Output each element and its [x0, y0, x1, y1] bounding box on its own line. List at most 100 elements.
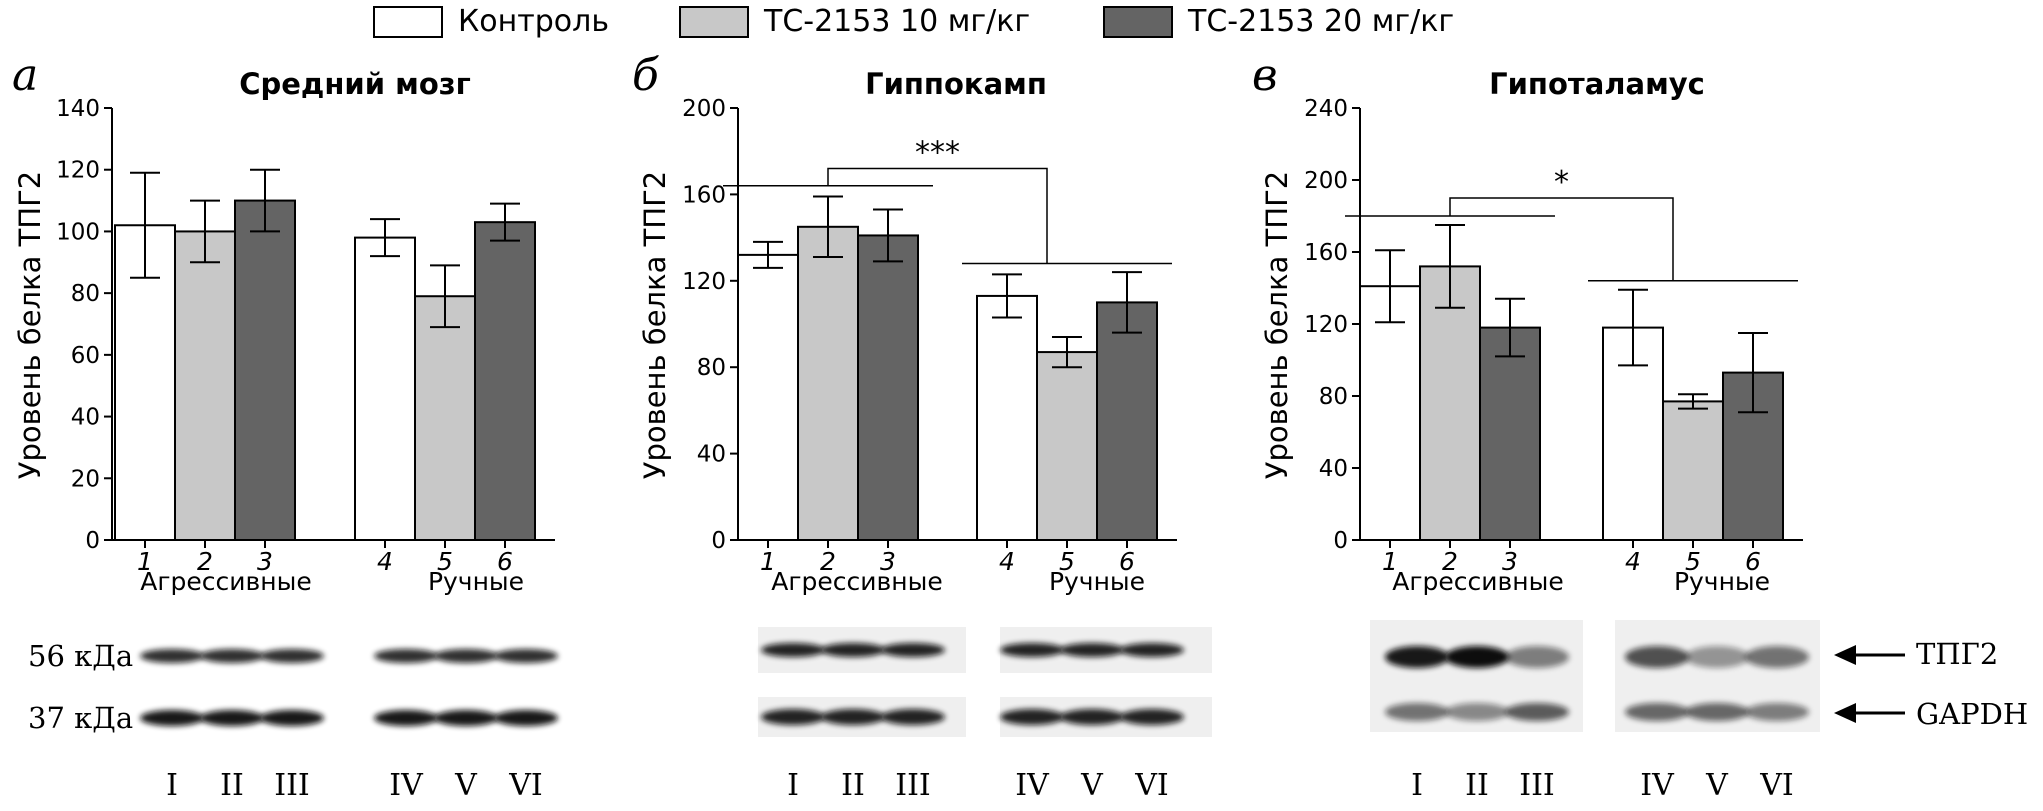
blot-label-tpg2: ТПГ2 [1916, 637, 1998, 671]
blot-band [1445, 646, 1509, 668]
blot-band [821, 643, 885, 657]
bar [1359, 285, 1421, 542]
x-tick-label: 3 [257, 547, 273, 576]
bar [1036, 351, 1098, 541]
blot-band [434, 710, 498, 726]
group-label-tame: Ручные [1049, 567, 1145, 596]
y-tick-label: 0 [1333, 528, 1348, 554]
blot-band [1685, 703, 1749, 721]
blot-label-gapdh: GAPDH [1916, 697, 2028, 731]
blot-band [374, 649, 438, 663]
group-label-aggressive: Агрессивные [140, 567, 311, 596]
y-axis-label: Уровень белка ТПГ2 [638, 171, 672, 479]
significance-bracket [1449, 197, 1674, 281]
x-tick-label: 2 [197, 547, 213, 576]
y-tick-label: 160 [682, 182, 726, 208]
blot-band [1120, 709, 1184, 725]
western-blots [140, 620, 1820, 737]
y-tick-label: 40 [71, 405, 100, 431]
blot-band [821, 709, 885, 725]
y-tick-label: 120 [1304, 312, 1348, 338]
y-tick-label: 80 [71, 281, 100, 307]
chart-title: Гиппокамп [865, 67, 1047, 101]
panel-letter: б [632, 50, 659, 101]
bar [1479, 326, 1541, 541]
bar [354, 236, 416, 541]
x-tick-label: 2 [1442, 547, 1458, 576]
y-tick-label: 40 [697, 442, 726, 468]
lane-label: V [1705, 768, 1729, 803]
blot-band [1000, 643, 1064, 657]
lane-labels: I II III IV V VI I II III IV V VI I II III IV V VI [166, 768, 1794, 803]
lane-label: III [1519, 768, 1555, 803]
group-label-tame: Ручные [428, 567, 524, 596]
group-label-tame: Ручные [1674, 567, 1770, 596]
legend: Контроль ТС-2153 10 мг/кг ТС-2153 20 мг/… [373, 4, 1454, 39]
y-axis-label: Уровень белка ТПГ2 [13, 171, 47, 479]
lane-label: II [1465, 768, 1489, 803]
y-tick-label: 120 [682, 269, 726, 295]
bar [797, 225, 859, 542]
significance-bracket [827, 167, 1048, 264]
y-tick-label: 200 [682, 96, 726, 122]
lane-label: IV [1640, 768, 1675, 803]
x-tick-label: 2 [820, 547, 836, 576]
blot-band [1445, 703, 1509, 721]
lane-label: IV [1015, 768, 1050, 803]
blot-band [1625, 703, 1689, 721]
lane-label: V [454, 768, 478, 803]
y-tick-label: 240 [1304, 96, 1348, 122]
panel-c: в Гипоталамус Уровень белка ТПГ2 0408012… [1252, 50, 1803, 596]
x-tick-label: 4 [377, 547, 393, 576]
blot-band [881, 709, 945, 725]
bar [857, 234, 919, 541]
blot-band [1745, 703, 1809, 721]
bar [174, 230, 236, 542]
y-tick-label: 0 [85, 528, 100, 554]
x-tick-label: 4 [1625, 547, 1641, 576]
legend-label-20mg: ТС-2153 20 мг/кг [1187, 4, 1454, 39]
blot-band [881, 643, 945, 657]
blot-band [1060, 709, 1124, 725]
chart-title: Гипоталамус [1489, 67, 1705, 101]
bar [1662, 400, 1724, 541]
x-tick-label: 6 [1745, 547, 1761, 576]
y-tick-label: 140 [56, 96, 100, 122]
y-tick-label: 20 [71, 466, 100, 492]
lane-label: IV [389, 768, 424, 803]
blot-band [494, 649, 558, 663]
group-label-aggressive: Агрессивные [771, 567, 942, 596]
significance-label: * [1554, 165, 1569, 200]
y-tick-label: 80 [697, 355, 726, 381]
lane-label: II [220, 768, 244, 803]
blot-band [260, 710, 324, 726]
blot-label-37kda: 37 кДа [28, 701, 133, 735]
x-tick-label: 3 [880, 547, 896, 576]
blot-band [1385, 703, 1449, 721]
blot-band [200, 649, 264, 663]
legend-swatch-20mg [1103, 6, 1173, 38]
bar [976, 294, 1038, 542]
lane-label: VI [508, 768, 543, 803]
lane-label: III [895, 768, 931, 803]
legend-label-10mg: ТС-2153 10 мг/кг [763, 4, 1030, 39]
x-tick-label: 5 [1685, 547, 1701, 576]
x-tick-label: 1 [760, 547, 776, 576]
blot-band [1505, 703, 1569, 721]
bar [1096, 301, 1158, 541]
blot-label-56kda: 56 кДа [28, 639, 133, 673]
blot-band [1060, 643, 1124, 657]
blot-band [140, 649, 204, 663]
x-tick-label: 4 [999, 547, 1015, 576]
lane-label: V [1080, 768, 1104, 803]
blot-band [494, 710, 558, 726]
y-tick-label: 0 [711, 528, 726, 554]
lane-label: II [841, 768, 865, 803]
bar [234, 199, 296, 541]
y-tick-label: 60 [71, 343, 100, 369]
x-tick-label: 5 [1059, 547, 1075, 576]
lane-label: III [274, 768, 310, 803]
x-tick-label: 6 [1119, 547, 1135, 576]
blot-band [761, 709, 825, 725]
